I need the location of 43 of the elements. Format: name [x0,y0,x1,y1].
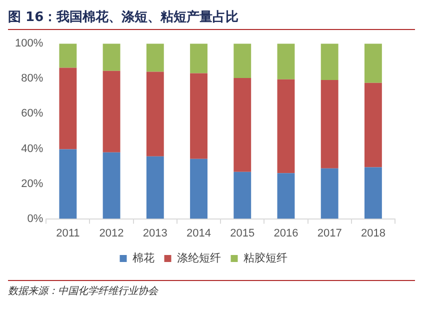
bar [102,44,120,71]
y-tick-label: 100% [14,38,44,50]
bar [277,44,295,80]
x-tick-label: 2013 [142,227,168,240]
x-tick-label: 2018 [360,227,386,240]
x-tick-label: 2014 [186,227,212,240]
bar [364,82,382,168]
bar [234,78,252,172]
bar [320,168,338,219]
y-tick-label: 0% [27,212,44,225]
bar [102,152,120,219]
bar [190,158,208,219]
legend-label: 粘胶短纤 [243,251,288,264]
legend-label: 涤纶短纤 [176,251,221,264]
bar [190,73,208,159]
y-tick-label: 60% [21,108,44,120]
bar [234,172,252,219]
bar [277,173,295,219]
x-tick-label: 2016 [274,227,298,240]
x-tick-label: 2011 [56,227,80,240]
bar [102,70,120,152]
bar [364,167,382,219]
y-tick-label: 40% [21,142,44,155]
x-tick-label: 2015 [230,227,255,240]
bar [146,44,164,72]
x-tick-label: 2012 [99,227,124,240]
bar [234,44,252,78]
legend-label: 棉花 [132,251,154,264]
y-tick-label: 20% [21,178,44,190]
bar [190,44,208,74]
bar [320,80,338,168]
chart-title: 图 16：我国棉花、涤短、粘短产量占比 [8,8,415,30]
source-note: 数据来源：中国化学纤维行业协会 [8,280,415,298]
bar [277,79,295,174]
bar [59,44,77,68]
bar [146,156,164,219]
bar [59,149,77,219]
bar [320,44,338,80]
bar [59,68,77,150]
x-tick-label: 2017 [317,227,342,240]
bar [364,44,382,83]
y-tick-label: 80% [21,72,44,85]
bar [146,72,164,156]
